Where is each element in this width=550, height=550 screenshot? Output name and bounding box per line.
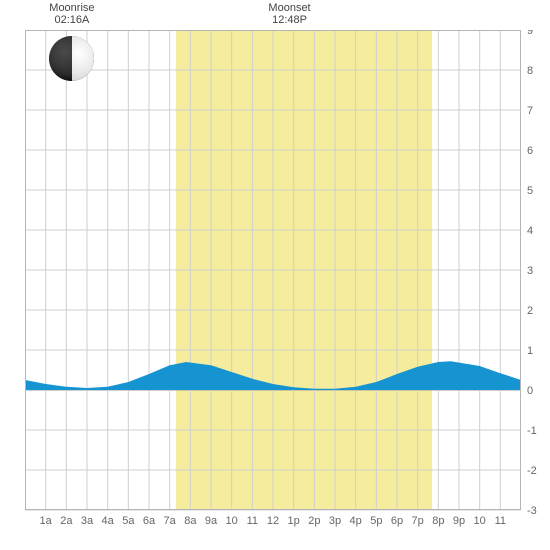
svg-text:5p: 5p [370,515,382,527]
moon-phase-icon [49,36,94,81]
svg-text:0: 0 [527,385,533,397]
moonset-time: 12:48P [250,14,330,26]
svg-text:9: 9 [527,30,533,37]
svg-text:1a: 1a [40,515,53,527]
svg-text:11: 11 [495,515,506,527]
svg-text:2a: 2a [60,515,73,527]
svg-text:7a: 7a [164,515,177,527]
tide-chart: -3-2-101234567891a2a3a4a5a6a7a8a9a101112… [25,30,521,510]
svg-text:10: 10 [474,515,486,527]
svg-text:11: 11 [247,515,258,527]
svg-text:3p: 3p [329,515,341,527]
svg-text:2: 2 [527,305,533,317]
svg-text:8: 8 [527,65,533,77]
svg-text:-2: -2 [527,465,537,477]
svg-text:6: 6 [527,145,533,157]
svg-text:5: 5 [527,185,533,197]
svg-text:6a: 6a [143,515,156,527]
svg-text:7: 7 [527,105,533,117]
svg-text:10: 10 [226,515,238,527]
tide-chart-svg: -3-2-101234567891a2a3a4a5a6a7a8a9a101112… [25,30,549,532]
svg-text:9a: 9a [205,515,218,527]
svg-text:1: 1 [527,345,533,357]
svg-text:7p: 7p [412,515,424,527]
svg-text:-3: -3 [527,505,537,517]
moonset-title: Moonset [250,2,330,14]
moonrise-label: Moonrise 02:16A [32,2,112,26]
svg-text:9p: 9p [453,515,465,527]
svg-text:3: 3 [527,265,533,277]
svg-text:12: 12 [267,515,279,527]
svg-text:4: 4 [527,225,533,237]
svg-text:1p: 1p [288,515,300,527]
svg-text:8a: 8a [184,515,197,527]
svg-text:4p: 4p [350,515,362,527]
svg-text:6p: 6p [391,515,403,527]
svg-text:5a: 5a [122,515,135,527]
moonset-label: Moonset 12:48P [250,2,330,26]
svg-text:8p: 8p [432,515,444,527]
header-labels: Moonrise 02:16A Moonset 12:48P [0,2,550,30]
moonrise-time: 02:16A [32,14,112,26]
svg-text:-1: -1 [527,425,537,437]
moonrise-title: Moonrise [32,2,112,14]
svg-text:4a: 4a [102,515,115,527]
svg-text:3a: 3a [81,515,94,527]
svg-text:2p: 2p [308,515,320,527]
